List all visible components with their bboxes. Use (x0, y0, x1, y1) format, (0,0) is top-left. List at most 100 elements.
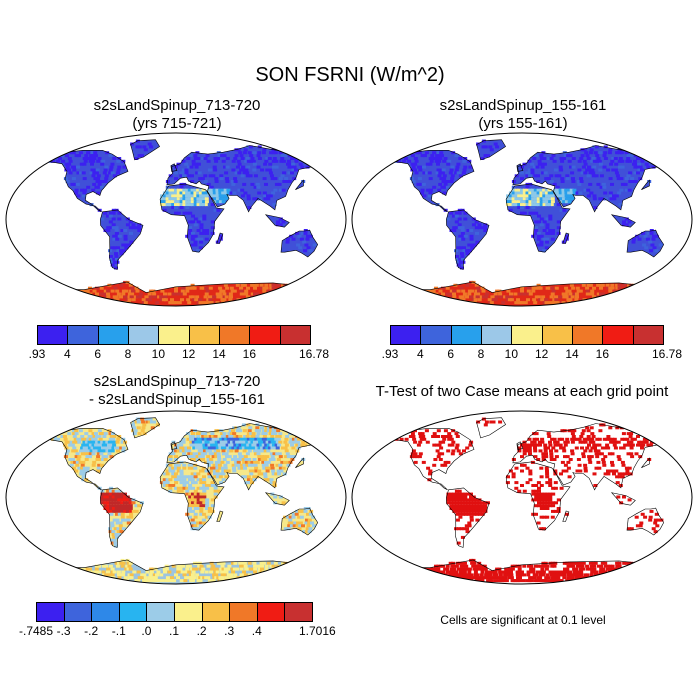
grid-cell (81, 295, 85, 299)
grid-cell (312, 159, 316, 163)
grid-cell (600, 446, 605, 450)
grid-cell (243, 564, 248, 568)
grid-cell (125, 564, 130, 568)
grid-cell (545, 191, 549, 195)
grid-cell (627, 301, 632, 305)
grid-cell (598, 168, 603, 172)
grid-cell (616, 177, 621, 181)
grid-cell (610, 301, 615, 305)
grid-cell (111, 507, 116, 510)
grid-cell (234, 171, 239, 175)
grid-cell (608, 286, 613, 290)
colorbar-box (37, 325, 69, 345)
grid-cell (183, 286, 188, 290)
grid-cell (108, 492, 113, 496)
grid-cell (108, 498, 113, 502)
grid-cell (199, 521, 203, 525)
grid-cell (640, 159, 645, 163)
grid-cell (96, 443, 101, 447)
grid-cell (545, 469, 549, 473)
grid-cell (532, 157, 537, 160)
grid-cell (543, 446, 548, 450)
grid-cell (580, 154, 585, 158)
grid-cell (193, 203, 198, 207)
grid-cell (63, 567, 68, 571)
grid-cell (203, 174, 208, 178)
grid-cell (596, 157, 601, 160)
grid-cell (491, 576, 496, 580)
grid-cell (240, 561, 245, 565)
grid-cell (42, 567, 47, 571)
grid-cell (428, 469, 433, 473)
grid-cell (589, 426, 594, 430)
grid-cell (210, 484, 215, 487)
grid-cell (112, 157, 117, 160)
grid-cell (190, 191, 195, 195)
grid-cell (202, 231, 207, 235)
grid-cell (603, 564, 608, 568)
grid-cell (527, 443, 532, 447)
grid-cell (527, 564, 531, 568)
grid-cell (237, 440, 242, 444)
grid-cell (114, 495, 119, 499)
grid-cell (541, 452, 546, 456)
grid-cell (80, 466, 85, 470)
grid-cell (124, 567, 129, 571)
grid-cell (220, 435, 225, 438)
grid-cell (174, 177, 178, 181)
grid-cell (192, 576, 197, 580)
grid-cell (246, 145, 251, 149)
grid-cell (645, 237, 650, 241)
grid-cell (131, 509, 136, 513)
colorbar-label: .93 (381, 347, 399, 361)
grid-cell (437, 154, 442, 158)
grid-cell (450, 165, 455, 169)
grid-cell (127, 292, 132, 296)
grid-cell (592, 194, 597, 198)
grid-cell (617, 475, 622, 479)
grid-cell (81, 567, 86, 571)
grid-cell (308, 512, 313, 516)
grid-cell (458, 509, 463, 513)
grid-cell (606, 472, 611, 476)
grid-cell (67, 157, 72, 160)
grid-cell (102, 449, 107, 453)
grid-cell (100, 162, 105, 166)
grid-cell (82, 162, 87, 166)
grid-cell (553, 469, 558, 473)
grid-cell (522, 446, 527, 450)
grid-cell (427, 301, 432, 305)
grid-cell (167, 570, 172, 574)
grid-cell (81, 460, 86, 464)
grid-cell (452, 504, 457, 508)
grid-cell (268, 579, 273, 583)
grid-cell (417, 455, 422, 459)
grid-cell (289, 524, 294, 528)
grid-cell (194, 567, 199, 571)
grid-cell (572, 570, 577, 574)
grid-cell (114, 446, 118, 450)
grid-cell (518, 579, 523, 583)
grid-cell (536, 194, 541, 198)
grid-cell (625, 570, 630, 574)
grid-cell (428, 162, 433, 166)
grid-cell (601, 458, 606, 461)
grid-cell (134, 286, 139, 290)
grid-cell (442, 579, 447, 583)
grid-cell (435, 576, 440, 580)
grid-cell (466, 512, 471, 516)
grid-cell (457, 217, 462, 221)
grid-cell (278, 151, 283, 155)
grid-cell (418, 573, 423, 577)
grid-cell (285, 240, 290, 244)
grid-cell (546, 576, 551, 580)
grid-cell (608, 567, 613, 571)
grid-cell (522, 443, 527, 447)
grid-cell (188, 504, 193, 508)
grid-cell (572, 573, 577, 577)
coastline-africa (159, 183, 225, 253)
grid-cell (266, 426, 271, 430)
grid-cell (117, 576, 122, 580)
grid-cell (171, 469, 176, 473)
grid-cell (493, 570, 498, 574)
